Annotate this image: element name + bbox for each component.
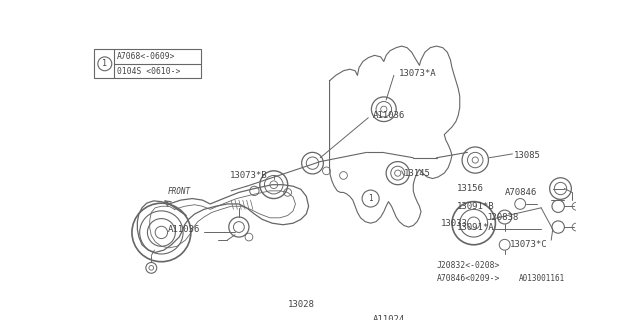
Text: 13033: 13033 — [440, 219, 467, 228]
Text: A11036: A11036 — [373, 111, 405, 120]
Text: 13073*C: 13073*C — [510, 240, 548, 249]
Text: A70846: A70846 — [505, 188, 537, 197]
Text: A70846<0209->: A70846<0209-> — [436, 274, 500, 283]
Text: 13145: 13145 — [404, 169, 431, 179]
Text: A11036: A11036 — [168, 225, 200, 234]
Text: 13156: 13156 — [457, 184, 484, 193]
Text: 1: 1 — [368, 194, 373, 203]
Text: 13091*A: 13091*A — [457, 222, 494, 232]
Text: A11024: A11024 — [373, 315, 405, 320]
Text: FRONT: FRONT — [168, 187, 191, 196]
Text: 13085: 13085 — [514, 151, 541, 160]
Text: 0104S <0610->: 0104S <0610-> — [117, 67, 180, 76]
Text: 13073*A: 13073*A — [399, 69, 437, 78]
Text: A7068<-0609>: A7068<-0609> — [117, 52, 176, 60]
Text: 13073*B: 13073*B — [230, 171, 268, 180]
Text: J20832<-0208>: J20832<-0208> — [436, 261, 500, 270]
Text: J20838: J20838 — [487, 212, 519, 221]
Text: 1: 1 — [102, 59, 108, 68]
Bar — [94, 49, 201, 78]
Text: 13028: 13028 — [288, 300, 315, 308]
Text: A013001161: A013001161 — [519, 274, 565, 283]
Text: 13091*B: 13091*B — [457, 202, 494, 211]
